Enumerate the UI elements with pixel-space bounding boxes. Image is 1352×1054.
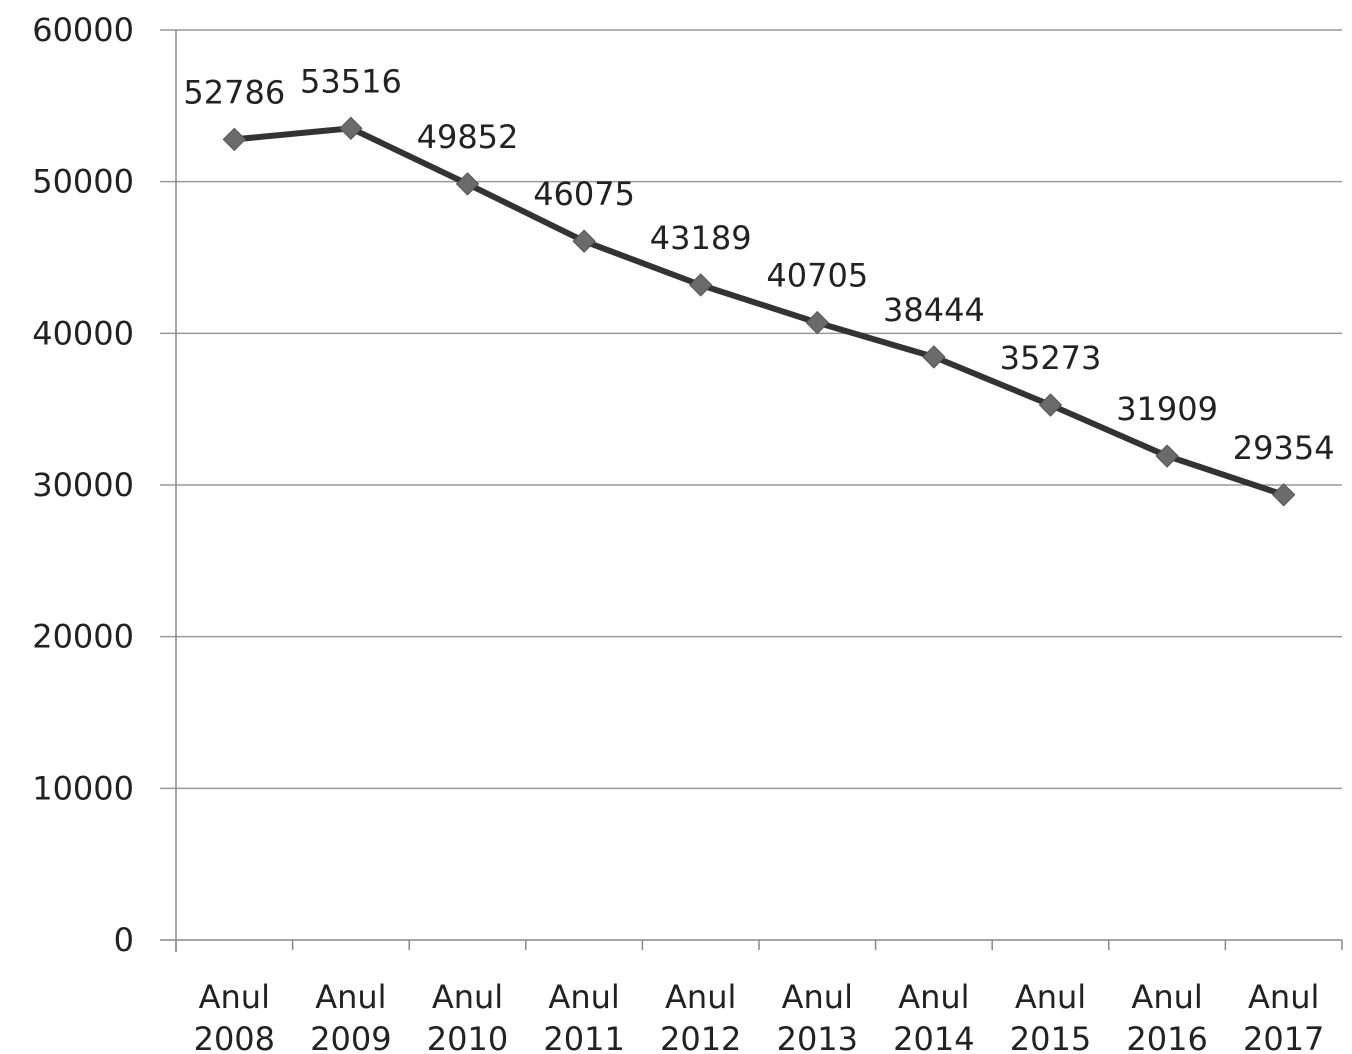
x-tick-label-line: 2011 (543, 1020, 624, 1054)
x-tick-label-line: 2008 (194, 1020, 275, 1054)
data-marker-2012 (688, 273, 713, 297)
x-tick-label-line: 2015 (1010, 1020, 1091, 1054)
x-tick-label-Anul-2010: Anul 2010 (427, 978, 508, 1054)
data-labels: 52786 53516 49852 46075 43189 40705 38444 35273… (183, 62, 1334, 466)
x-tick-label-Anul-2015: Anul 2015 (1010, 978, 1091, 1054)
x-tick-label-line: Anul (665, 978, 736, 1016)
y-tick-label-10000: 10000 (32, 769, 134, 807)
x-tick-label-line: Anul (1015, 978, 1086, 1016)
x-tick-label-line: 2012 (660, 1020, 741, 1054)
y-tick-label-50000: 50000 (32, 163, 134, 201)
x-tick-label-line: 2009 (310, 1020, 391, 1054)
data-label-2011: 46075 (533, 175, 635, 213)
y-tick-label-60000: 60000 (32, 11, 134, 49)
x-tick-label-Anul-2017: Anul 2017 (1243, 978, 1324, 1054)
x-tick-label-Anul-2008: Anul 2008 (194, 978, 275, 1054)
x-tick-label-Anul-2011: Anul 2011 (543, 978, 624, 1054)
data-marker-2013 (805, 310, 830, 335)
axes (160, 30, 1343, 952)
data-label-2009: 53516 (300, 62, 402, 100)
data-label-2012: 43189 (650, 219, 752, 257)
data-label-2014: 38444 (883, 291, 985, 329)
data-marker-2011 (572, 229, 596, 253)
y-tick-label-30000: 30000 (32, 466, 134, 504)
x-tick-label-line: Anul (782, 978, 853, 1016)
data-marker-2014 (922, 345, 946, 369)
x-tick-label-line: Anul (315, 978, 386, 1016)
x-tick-label-line: Anul (898, 978, 969, 1016)
data-label-2017: 29354 (1233, 429, 1335, 467)
data-label-2013: 40705 (766, 257, 868, 295)
data-label-2008: 52786 (183, 73, 285, 111)
x-tick-label-line: Anul (432, 978, 503, 1016)
data-marker-2008 (222, 127, 247, 152)
x-tick-label-line: Anul (1248, 978, 1319, 1016)
x-tick-label-line: 2013 (777, 1020, 858, 1054)
y-tick-label-40000: 40000 (32, 314, 134, 352)
x-tick-label-line: 2010 (427, 1020, 508, 1054)
grid-lines (160, 29, 1342, 790)
y-tick-label-20000: 20000 (32, 618, 134, 656)
data-marker-2016 (1155, 444, 1179, 468)
x-tick-label-line: 2017 (1243, 1020, 1324, 1054)
data-marker-2017 (1271, 483, 1296, 507)
x-axis-tick-labels: Anul 2008 Anul 2009 Anul 2010 Anul 2011 Anul 2012… (194, 978, 1325, 1054)
x-tick-label-line: Anul (1131, 978, 1202, 1016)
data-marker-2009 (339, 116, 363, 141)
y-tick-label-0: 0 (114, 921, 134, 959)
x-tick-label-line: Anul (199, 978, 270, 1016)
x-tick-label-Anul-2009: Anul 2009 (310, 978, 391, 1054)
x-tick-label-Anul-2013: Anul 2013 (777, 978, 858, 1054)
series-line-0 (231, 125, 1287, 498)
x-tick-label-line: 2016 (1126, 1020, 1207, 1054)
data-marker-2015 (1038, 393, 1063, 417)
x-tick-label-line: 2014 (893, 1020, 974, 1054)
data-marker-2010 (455, 172, 480, 196)
data-label-2010: 49852 (417, 118, 519, 156)
x-tick-label-Anul-2016: Anul 2016 (1126, 978, 1207, 1054)
x-tick-label-Anul-2014: Anul 2014 (893, 978, 974, 1054)
x-tick-label-Anul-2012: Anul 2012 (660, 978, 741, 1054)
data-label-2015: 35273 (1000, 339, 1102, 377)
x-tick-label-line: Anul (548, 978, 619, 1016)
y-axis-tick-labels: 0 10000 20000 30000 40000 50000 60000 (32, 11, 134, 959)
data-label-2016: 31909 (1116, 390, 1218, 428)
data-markers (222, 116, 1296, 507)
series (231, 125, 1287, 498)
